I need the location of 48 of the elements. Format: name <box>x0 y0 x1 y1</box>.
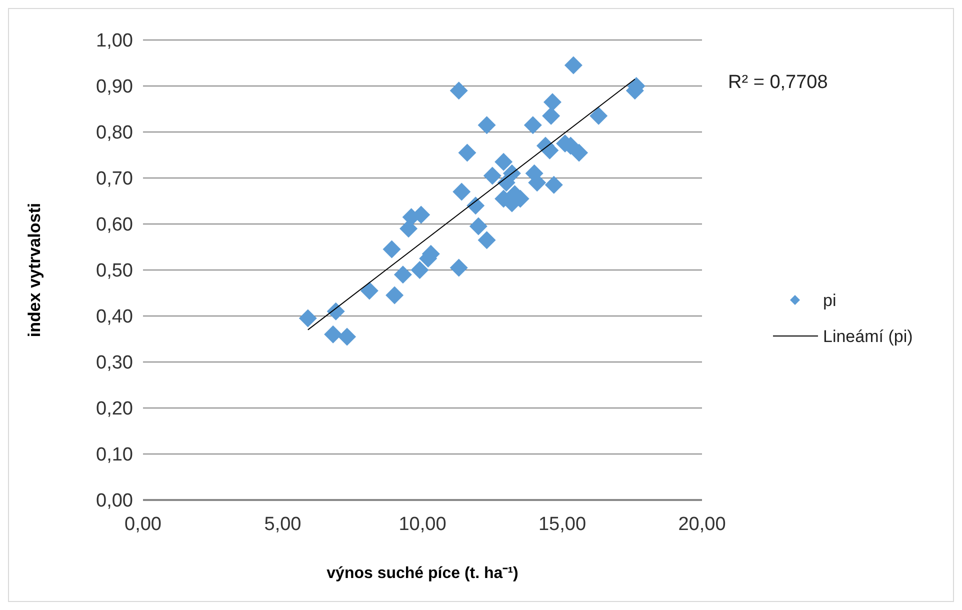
y-tick-label: 0,20 <box>96 398 133 420</box>
point <box>394 266 412 284</box>
point <box>543 93 562 112</box>
point <box>360 282 378 300</box>
point <box>458 144 476 162</box>
point <box>466 196 485 215</box>
point <box>544 176 563 194</box>
x-tick-label: 0,00 <box>124 514 162 535</box>
point <box>324 325 342 344</box>
legend-label: pi <box>823 290 836 310</box>
point <box>326 302 345 320</box>
y-tick-label: 0,90 <box>96 76 133 98</box>
y-tick-label: 0,50 <box>96 260 133 282</box>
x-tick-label: 20,00 <box>678 514 726 535</box>
y-tick-label: 0,40 <box>96 306 133 328</box>
point <box>469 217 488 236</box>
point <box>478 231 496 250</box>
y-tick-label: 0,60 <box>96 214 133 236</box>
x-tick-label: 5,00 <box>264 514 302 535</box>
y-tick-label: 0,00 <box>96 490 133 512</box>
point <box>382 240 401 258</box>
point <box>338 328 356 346</box>
point <box>570 144 588 162</box>
point <box>298 309 317 328</box>
x-tick-label: 10,00 <box>398 514 446 535</box>
x-tick-label: 15,00 <box>538 514 586 535</box>
point <box>450 82 468 100</box>
point <box>478 116 496 134</box>
text: R² = 0,7708 <box>728 72 828 93</box>
point <box>590 106 608 125</box>
point <box>452 182 471 201</box>
y-axis-title: index vytrvalosti <box>25 202 44 338</box>
y-tick-label: 0,70 <box>96 168 133 190</box>
x-axis-title: výnos suché píce (t. ha⁻¹) <box>326 565 518 582</box>
point <box>542 106 560 125</box>
legend-label: Lineámí (pi) <box>823 326 913 346</box>
point <box>494 152 513 171</box>
y-tick-label: 0,10 <box>96 444 133 466</box>
point <box>410 261 429 279</box>
point <box>483 166 502 185</box>
point <box>524 116 542 134</box>
y-tick-label: 0,30 <box>96 352 133 374</box>
point <box>502 164 521 182</box>
y-tick-label: 0,80 <box>96 122 133 144</box>
y-tick-label: 1,00 <box>96 30 133 52</box>
point <box>450 258 468 277</box>
point <box>386 286 404 304</box>
point <box>564 56 582 74</box>
